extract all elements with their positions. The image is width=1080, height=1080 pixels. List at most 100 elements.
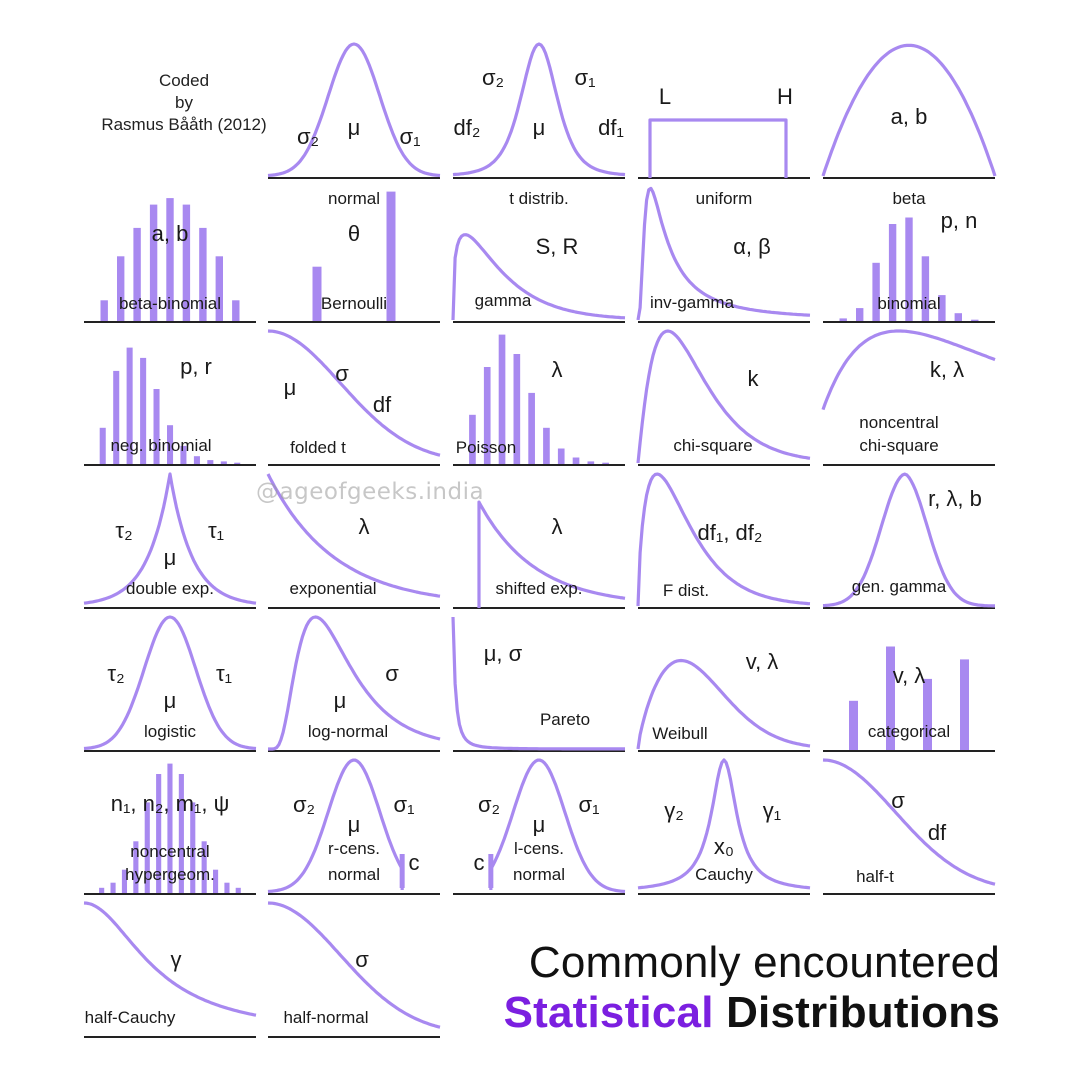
density-curve [636,329,811,464]
page-title: Commonly encountered Statistical Distrib… [504,938,1000,1038]
pmf-bar [133,227,141,321]
distribution-name: normal [328,189,380,208]
distribution-name: Pareto [540,710,590,729]
pmf-bar [587,461,595,464]
panel-gen-gamma: r, λ, b gen. gamma [822,472,995,609]
parameter-label: σ [385,661,399,686]
parameter-label: μ, σ [484,641,523,666]
parameter-label: r, λ, b [928,486,982,511]
pmf-bar [849,700,858,750]
density-curve [636,472,811,607]
parameter-label: p, n [941,208,978,233]
pmf-bar [121,869,128,893]
density-curve [267,329,441,457]
pmf-bar [110,882,116,893]
pmf-bar [886,646,895,750]
parameter-label: μ [164,545,177,570]
pmf-bar [166,198,174,321]
distribution-name: half-normal [283,1008,368,1027]
density-curve [822,472,995,608]
panel-binomial: p, n binomial [823,208,995,323]
panel-inv-gamma: α, β inv-gamma [636,186,811,323]
density-curve [648,118,788,178]
pmf-bar [572,457,580,464]
panel-folded-t: μ σdf folded t [267,329,441,466]
distribution-name: folded t [290,438,346,457]
pmf-bar [178,774,184,893]
pmf-bar [386,191,396,321]
density-curve [267,901,441,1029]
pmf-bar [144,802,150,893]
pmf-bar [954,313,962,321]
credit-line-1: Coded [158,71,210,90]
parameter-label: σ₂ [482,65,504,90]
title-line-1: Commonly encountered [528,938,1000,987]
pmf-bar [156,774,162,893]
panel-categorical: v, λ categorical [823,646,995,752]
distribution-name: chi-square [859,436,938,455]
density-curve [451,616,625,751]
distribution-name: normal [513,865,565,884]
parameter-label: μ [164,688,177,713]
parameter-label: μ [533,812,546,837]
pmf-bar [220,461,227,464]
title-rest-word: Distributions [726,988,1000,1037]
parameter-label: L [659,84,671,109]
pmf-bar [201,841,207,893]
parameter-label: λ [359,514,370,539]
distribution-name: r-cens. [328,839,380,858]
pmf-bar [513,354,521,464]
parameter-label: df₁, df₂ [698,520,763,545]
pmf-bar [213,869,219,893]
panel-l-cens-normal: σ₂ μ σ₁ c l-cens. normal [453,758,626,895]
density-curve [83,901,257,1017]
panel-half-normal: σ half-normal [267,901,441,1038]
panel-chi-square: k chi-square [636,329,811,466]
distribution-name: l-cens. [514,839,564,858]
parameter-label: v, λ [746,649,779,674]
parameter-label: μ [334,688,347,713]
pmf-bar [133,841,139,893]
density-curve [267,758,404,894]
distribution-name: log-normal [308,722,388,741]
panel-f-dist: df₁, df₂ F dist. [636,472,811,609]
pmf-bar [167,425,174,464]
pmf-bar [207,460,214,464]
pmf-bar [469,414,476,464]
pmf-bar [149,204,158,321]
pmf-bar [960,659,969,750]
density-curve [266,473,441,598]
distribution-name: binomial [877,294,940,313]
pmf-bar [153,389,160,464]
pmf-bar [921,256,930,321]
pmf-bar [182,204,191,321]
panel-cauchy: γ₂ γ₁ x₀ Cauchy [637,758,811,895]
parameter-label: σ₁ [393,792,414,817]
parameter-label: σ₂ [297,124,319,149]
title-accent-word: Statistical [503,988,714,1037]
distribution-name: half-Cauchy [85,1008,176,1027]
panel-exponential: λ exponential [266,473,441,609]
parameter-label: τ₁ [208,518,224,543]
pmf-bar [923,678,932,750]
panel-poisson: λ Poisson [453,334,625,466]
parameter-label: α, β [733,234,771,259]
panel-double-exp: τ₂ τ₁ μ double exp. [83,472,257,609]
panel-noncentral-hypergeom: n₁, n₂, m₁, ψ noncentral hypergeom. [84,763,256,895]
title-line-2: Statistical Distributions [504,988,1000,1038]
pmf-bar [543,427,550,464]
panel-half-cauchy: γ half-Cauchy [83,901,257,1038]
parameter-label: σ₂ [478,792,500,817]
pmf-bar [234,462,241,464]
panel-neg-binomial: p, r neg. binomial [84,347,256,466]
distribution-name: F dist. [663,581,709,600]
parameter-label: H [777,84,793,109]
parameter-label: p, r [180,354,212,379]
parameter-label: c [409,850,420,875]
pmf-bar [193,456,200,464]
pmf-bar [100,300,108,321]
distribution-name: gen. gamma [852,577,947,596]
parameter-label: k, λ [930,357,964,382]
